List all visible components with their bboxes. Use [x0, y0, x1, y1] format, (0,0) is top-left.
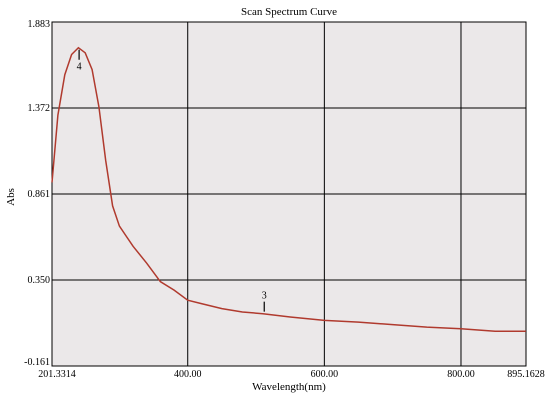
- y-tick-label: 1.372: [28, 103, 51, 114]
- y-tick-label: 0.861: [28, 189, 51, 200]
- series-line: [51, 46, 526, 333]
- x-axis-label: Wavelength(nm): [252, 381, 326, 393]
- x-tick-label: 400.00: [174, 369, 202, 380]
- y-axis-ticks: 1.883 1.372 0.861 0.350 -0.161: [24, 19, 50, 368]
- y-axis-label: Abs: [5, 188, 17, 206]
- peak-annotations: 43: [77, 49, 267, 312]
- grid-lines: [52, 22, 526, 366]
- y-tick-label: -0.161: [24, 357, 50, 368]
- y-tick-label: 0.350: [28, 275, 51, 286]
- x-tick-label: 600.00: [311, 369, 339, 380]
- x-tick-label: 895.1628: [507, 369, 545, 380]
- chart-title: Scan Spectrum Curve: [241, 6, 337, 18]
- peak-label: 4: [77, 62, 82, 73]
- x-axis-ticks: 201.3314 400.00 600.00 800.00 895.1628: [38, 369, 545, 380]
- x-tick-label: 800.00: [447, 369, 475, 380]
- x-tick-label: 201.3314: [38, 369, 76, 380]
- peak-label: 3: [262, 291, 267, 302]
- y-tick-label: 1.883: [28, 19, 51, 30]
